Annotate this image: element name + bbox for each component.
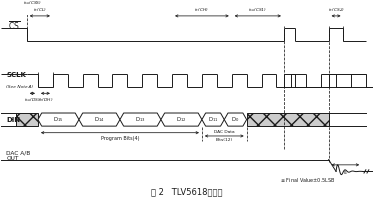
Text: OUT: OUT bbox=[6, 156, 19, 161]
Polygon shape bbox=[16, 113, 38, 126]
Text: $\overline{\mathsf{CS}}$: $\overline{\mathsf{CS}}$ bbox=[8, 20, 20, 32]
Polygon shape bbox=[202, 113, 224, 126]
Text: $t_c$(CH): $t_c$(CH) bbox=[194, 6, 209, 14]
Text: D$_0$: D$_0$ bbox=[232, 115, 240, 124]
Polygon shape bbox=[38, 113, 79, 126]
Text: D$_{15}$: D$_{15}$ bbox=[53, 115, 64, 124]
Polygon shape bbox=[120, 113, 161, 126]
Text: $t_{su}$(CSS): $t_{su}$(CSS) bbox=[23, 0, 42, 7]
Text: (See Note A): (See Note A) bbox=[6, 85, 34, 89]
Text: D$_{14}$: D$_{14}$ bbox=[94, 115, 105, 124]
Text: DIN: DIN bbox=[6, 117, 21, 123]
Polygon shape bbox=[246, 113, 329, 126]
Polygon shape bbox=[79, 113, 120, 126]
Text: 图 2   TLV5618时序图: 图 2 TLV5618时序图 bbox=[151, 187, 223, 196]
Text: $t_c$(CS2): $t_c$(CS2) bbox=[328, 6, 344, 14]
Text: $t_c$(CL): $t_c$(CL) bbox=[33, 6, 47, 14]
Text: DAC A/B: DAC A/B bbox=[6, 150, 31, 156]
Text: Program Bits(4): Program Bits(4) bbox=[101, 136, 139, 141]
Text: $t_s$: $t_s$ bbox=[343, 168, 348, 177]
Text: $t_h$(DH): $t_h$(DH) bbox=[38, 97, 53, 104]
Text: $t_{su}$(CS1): $t_{su}$(CS1) bbox=[248, 6, 267, 14]
Text: D$_{11}$: D$_{11}$ bbox=[208, 115, 218, 124]
Text: D$_{13}$: D$_{13}$ bbox=[135, 115, 146, 124]
Text: $\leq$Final Value$\pm$0.5LSB: $\leq$Final Value$\pm$0.5LSB bbox=[280, 176, 336, 184]
Polygon shape bbox=[161, 113, 202, 126]
Text: $t_{su}$(DS): $t_{su}$(DS) bbox=[24, 97, 41, 104]
Text: DAC Data: DAC Data bbox=[214, 130, 234, 134]
Polygon shape bbox=[224, 113, 246, 126]
Text: Bits(12): Bits(12) bbox=[216, 138, 233, 142]
Text: SCLK: SCLK bbox=[6, 72, 26, 78]
Text: D$_{12}$: D$_{12}$ bbox=[176, 115, 187, 124]
